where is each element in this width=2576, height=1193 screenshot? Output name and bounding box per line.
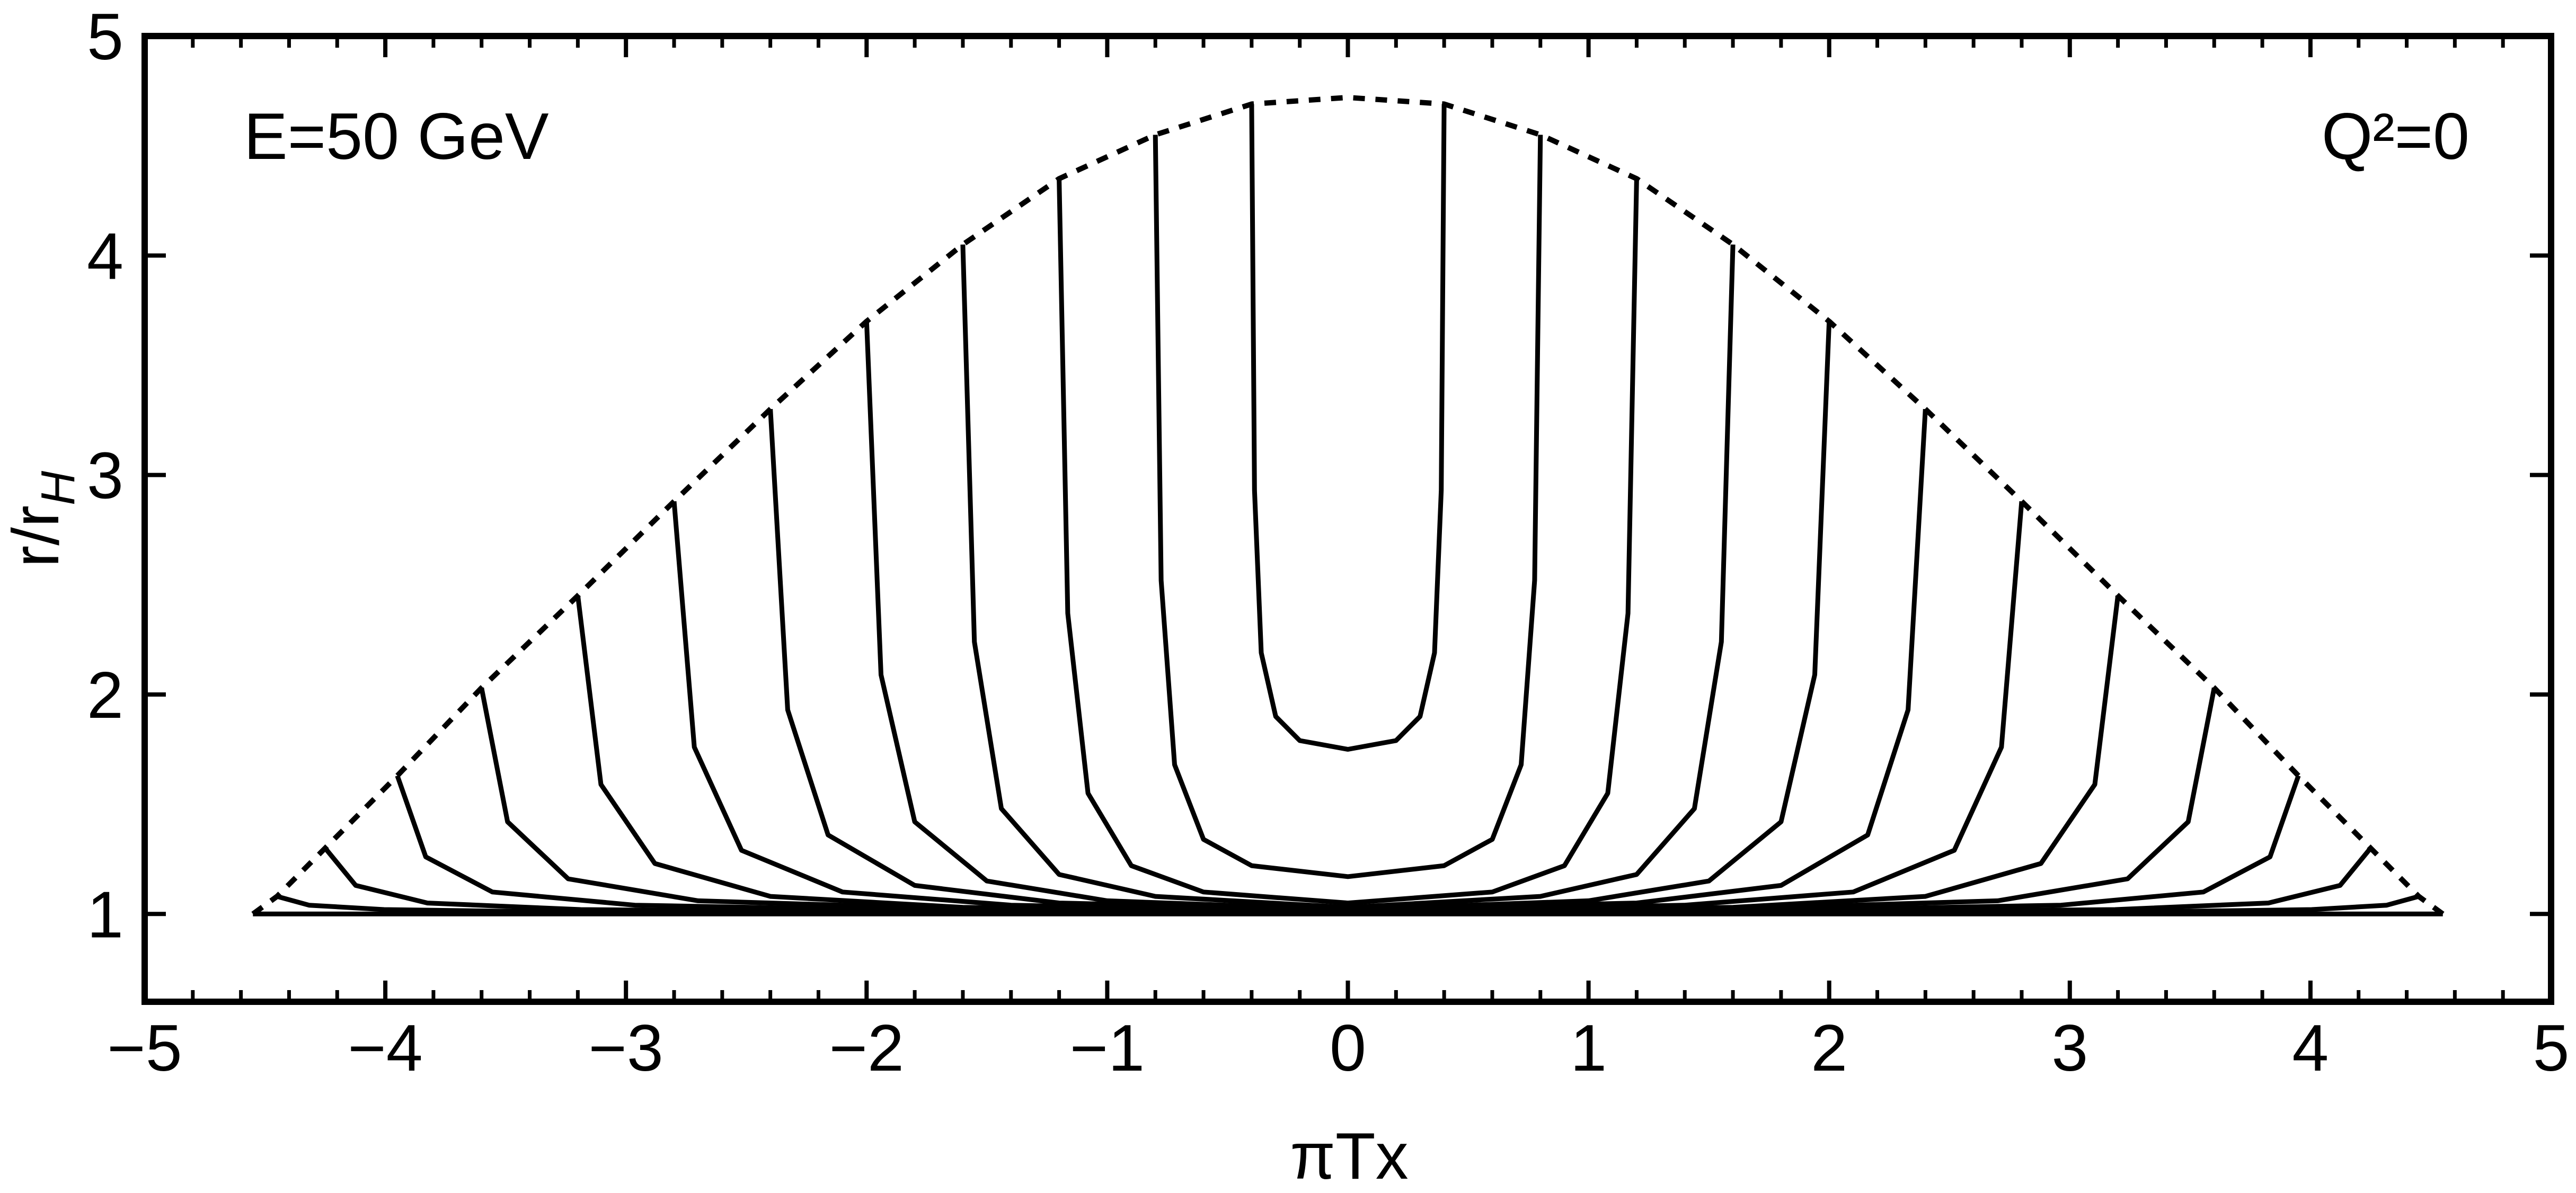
curve — [768, 409, 1928, 912]
curve — [276, 894, 2420, 914]
y-tick-label: 3 — [87, 440, 123, 513]
x-tick-label: 4 — [2292, 1012, 2329, 1085]
x-axis-label: πTx — [1290, 1120, 1408, 1193]
x-tick-label: −3 — [589, 1012, 663, 1085]
plot-frame — [141, 33, 2554, 1005]
y-axis-label-sub: H — [32, 470, 85, 505]
curve — [395, 774, 2301, 914]
x-tick-label: 2 — [1811, 1012, 1847, 1085]
y-tick-label: 1 — [87, 878, 123, 951]
x-tick-label: 1 — [1570, 1012, 1607, 1085]
curve — [1153, 135, 1543, 879]
x-tick-label: −4 — [348, 1012, 422, 1085]
annotation: Q²=0 — [2322, 100, 2469, 173]
curve — [1057, 179, 1639, 906]
x-tick-label: 5 — [2533, 1012, 2570, 1085]
curve — [251, 95, 2445, 916]
curve — [960, 244, 1736, 910]
curve — [1249, 104, 1447, 752]
x-tick-label: −5 — [107, 1012, 182, 1085]
x-tick-label: −1 — [1070, 1012, 1145, 1085]
x-tick-label: 3 — [2051, 1012, 2088, 1085]
curve — [575, 595, 2121, 914]
y-tick-label: 2 — [87, 659, 123, 732]
x-tick-label: −2 — [829, 1012, 904, 1085]
y-tick-label: 4 — [87, 220, 123, 293]
x-tick-label: 0 — [1330, 1012, 1366, 1085]
y-axis-label: r/rH — [0, 470, 85, 567]
y-tick-label: 5 — [87, 1, 123, 74]
annotation: E=50 GeV — [244, 100, 549, 173]
y-axis-label-main: r/r — [0, 505, 73, 567]
